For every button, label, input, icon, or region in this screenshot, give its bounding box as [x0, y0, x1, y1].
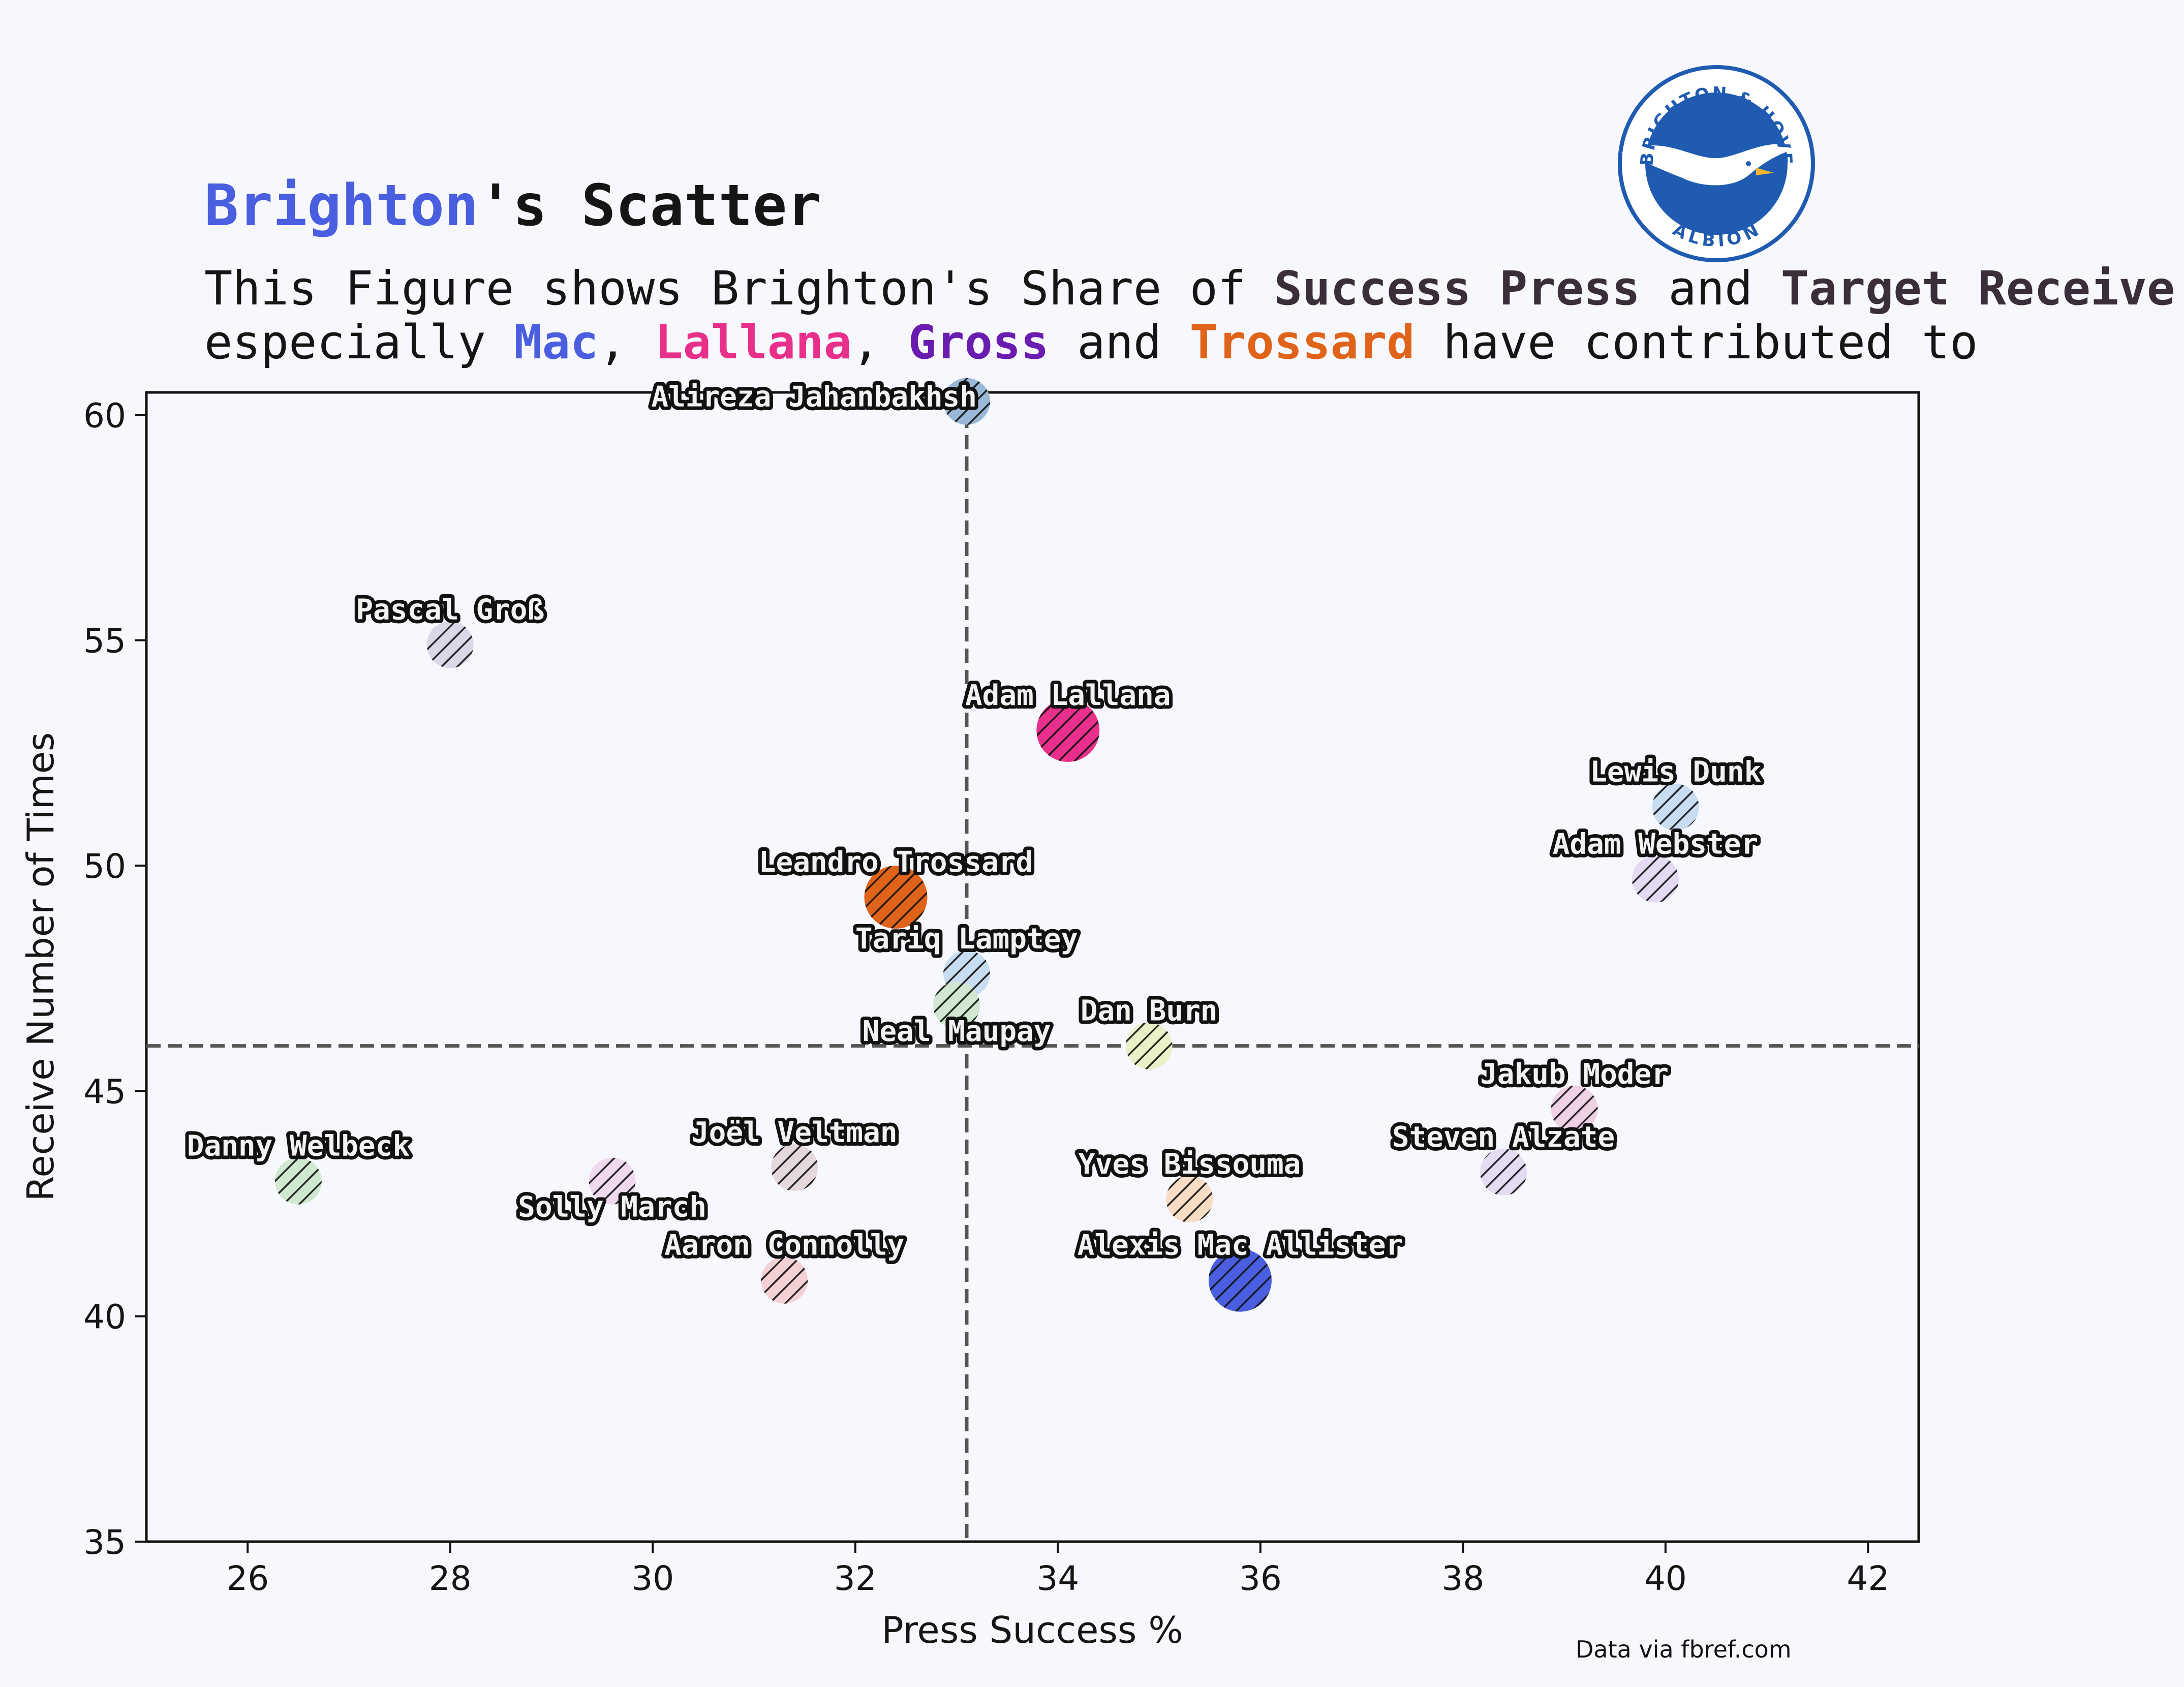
x-tick-label: 26: [226, 1559, 269, 1598]
point-label: Tariq Lamptey: [855, 923, 1078, 956]
scatter-point: [771, 1144, 818, 1191]
point-label: Lewis Dunk: [1590, 756, 1761, 789]
point-label: Joël Veltman: [692, 1116, 898, 1149]
title-rest: 's Scatter: [478, 173, 821, 239]
y-axis-label: Receive Number of Times: [19, 732, 62, 1202]
x-tick-label: 32: [834, 1559, 877, 1598]
y-tick-label: 60: [83, 396, 126, 435]
point-label: Leandro Trossard: [759, 846, 1033, 879]
point-label: Pascal Groß: [356, 594, 544, 627]
point-label: Aaron Connolly: [664, 1229, 904, 1262]
point-label: Alireza Jahanbakhsh: [651, 381, 977, 414]
y-tick-label: 45: [83, 1072, 126, 1111]
scatter-point: [589, 1157, 636, 1205]
scatter-point: [1551, 1085, 1598, 1132]
subtitle-line-1: This Figure shows Brighton's Share of Su…: [204, 262, 2184, 316]
point-label: Adam Webster: [1553, 828, 1759, 861]
scatter-point: [1480, 1148, 1527, 1195]
subtitle-name-mac: Mac: [514, 315, 599, 370]
scatter-point: [933, 981, 980, 1029]
x-tick-label: 40: [1644, 1559, 1687, 1598]
x-tick-label: 42: [1847, 1559, 1889, 1598]
point-label: Adam Lallana: [965, 679, 1171, 712]
chart-subtitle: This Figure shows Brighton's Share of Su…: [204, 262, 2184, 370]
x-axis-label: Press Success %: [881, 1609, 1183, 1651]
axis-ticks: 26 28 30 32 34 36 38 40 42 35 40 45 50 55 60: [83, 396, 1889, 1598]
subtitle-tail: have contributed to: [1414, 315, 1978, 370]
point-label: Yves Bissouma: [1078, 1148, 1301, 1181]
subtitle-period: .: [2175, 261, 2184, 316]
scatter-point: [1125, 1022, 1173, 1069]
data-credit: Data via fbref.com: [1576, 1636, 1792, 1663]
subtitle-comma: ,: [598, 315, 655, 370]
seagull-crest-icon: [1621, 144, 1802, 186]
scatter-point: [943, 378, 990, 425]
scatter-point: [1208, 1248, 1272, 1312]
chart-title: Brighton's Scatter: [204, 173, 821, 239]
subtitle-text: This Figure shows Brighton's Share of: [204, 261, 1274, 316]
y-tick-label: 35: [83, 1523, 126, 1562]
scatter-point: [864, 866, 928, 929]
subtitle-text-2: especially: [204, 315, 514, 370]
scatter-point: [1632, 855, 1679, 903]
club-logo: BRIGHTON & HOVE ALBION: [1618, 65, 1815, 262]
subtitle-line-2: especially Mac, Lallana, Gross and Tross…: [204, 316, 2184, 370]
scatter-point: [1036, 699, 1100, 762]
x-tick-label: 34: [1036, 1559, 1079, 1598]
x-tick-label: 28: [429, 1559, 472, 1598]
scatter-point: [1652, 783, 1699, 831]
y-tick-label: 50: [83, 847, 126, 886]
scatter-point: [426, 621, 474, 668]
point-labels: Alireza Jahanbakhsh Pascal Groß Adam Lalla…: [183, 377, 1765, 1266]
x-tick-label: 30: [631, 1559, 674, 1598]
scatter-point: [1166, 1176, 1213, 1223]
y-tick-label: 40: [83, 1298, 126, 1337]
point-label: Steven Alzate: [1392, 1121, 1615, 1154]
point-label: Dan Burn: [1081, 995, 1218, 1028]
point-label: Danny Welbeck: [187, 1130, 410, 1163]
point-label: Neal Maupay: [863, 1015, 1051, 1048]
point-label: Alexis Mac Allister: [1078, 1229, 1403, 1262]
subtitle-name-lallana: Lallana: [655, 315, 852, 370]
data-points: [274, 378, 1699, 1312]
subtitle-bold-press: Success Press: [1274, 261, 1640, 316]
subtitle-and: and: [1640, 261, 1781, 316]
point-label: Solly March: [518, 1191, 706, 1224]
subtitle-and-2: and: [1049, 315, 1190, 370]
subtitle-name-trossard: Trossard: [1189, 315, 1415, 370]
title-team: Brighton: [204, 173, 479, 239]
reference-lines: [146, 392, 1919, 1542]
subtitle-bold-receive: Target Receive: [1780, 261, 2175, 316]
point-label: Jakub Moder: [1480, 1058, 1669, 1091]
subtitle-name-gross: Gross: [908, 315, 1049, 370]
x-tick-label: 38: [1441, 1559, 1484, 1598]
scatter-point: [274, 1157, 322, 1205]
y-tick-label: 55: [83, 622, 126, 661]
subtitle-comma-2: ,: [851, 315, 908, 370]
x-tick-label: 36: [1239, 1559, 1282, 1598]
plot-frame: [145, 391, 1920, 1543]
scatter-point: [761, 1256, 808, 1304]
